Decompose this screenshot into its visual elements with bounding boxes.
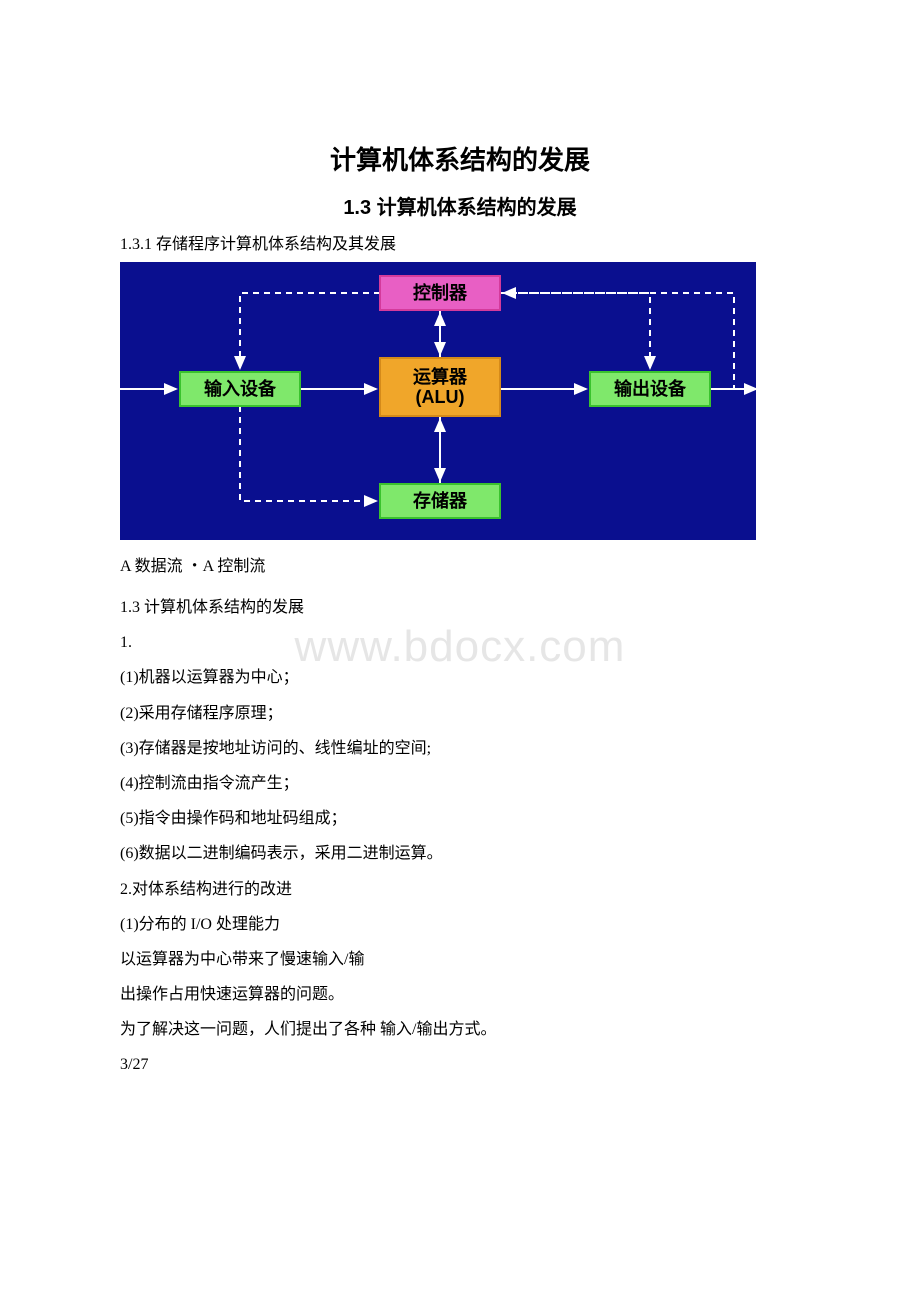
body-text: 1.3 计算机体系结构的发展1.(1)机器以运算器为中心；(2)采用存储程序原理… — [120, 590, 800, 1083]
body-paragraph: 2.对体系结构进行的改进 — [120, 872, 800, 907]
body-paragraph: (5)指令由操作码和地址码组成； — [120, 801, 800, 836]
body-paragraph: (1)分布的 I/O 处理能力 — [120, 907, 800, 942]
diagram-caption: A 数据流 ・A 控制流 — [120, 552, 800, 576]
body-paragraph: 以运算器为中心带来了慢速输入/输 — [120, 942, 800, 977]
body-paragraph: (6)数据以二进制编码表示，采用二进制运算。 — [120, 836, 800, 871]
svg-text:(ALU): (ALU) — [416, 387, 465, 407]
body-paragraph: 1.3 计算机体系结构的发展 — [120, 590, 800, 625]
body-paragraph: 3/27 — [120, 1047, 800, 1082]
svg-text:输出设备: 输出设备 — [614, 378, 687, 399]
body-paragraph: 1. — [120, 625, 800, 660]
page-subtitle: 1.3 计算机体系结构的发展 — [120, 191, 800, 220]
body-paragraph: (2)采用存储程序原理； — [120, 696, 800, 731]
svg-text:输入设备: 输入设备 — [204, 378, 277, 399]
svg-text:存储器: 存储器 — [413, 490, 468, 511]
body-paragraph: 为了解决这一问题，人们提出了各种 输入/输出方式。 — [120, 1012, 800, 1047]
svg-text:运算器: 运算器 — [413, 366, 468, 387]
body-paragraph: (3)存储器是按地址访问的、线性编址的空间; — [120, 731, 800, 766]
architecture-diagram: 控制器输入设备 运算器(ALU) 输出设备存储器 — [120, 262, 756, 540]
page-title: 计算机体系结构的发展 — [120, 140, 800, 177]
section-heading: 1.3.1 存储程序计算机体系结构及其发展 — [120, 230, 800, 254]
svg-text:控制器: 控制器 — [413, 282, 468, 303]
body-paragraph: (1)机器以运算器为中心； — [120, 660, 800, 695]
body-paragraph: (4)控制流由指令流产生； — [120, 766, 800, 801]
body-paragraph: 出操作占用快速运算器的问题。 — [120, 977, 800, 1012]
diagram-svg: 控制器输入设备 运算器(ALU) 输出设备存储器 — [120, 262, 756, 540]
